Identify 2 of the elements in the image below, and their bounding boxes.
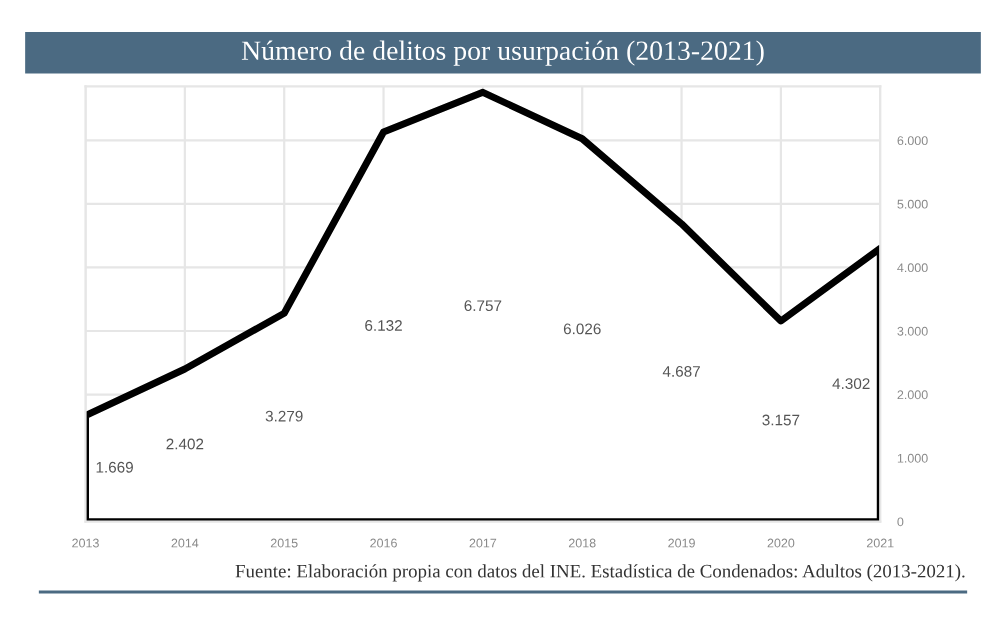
- source-note: Fuente: Elaboración propia con datos del INE. Estadística de Condenados: Adultos (2013-2021).: [235, 564, 965, 582]
- chart-title: Número de delitos por usurpación (2013-2021): [241, 40, 764, 66]
